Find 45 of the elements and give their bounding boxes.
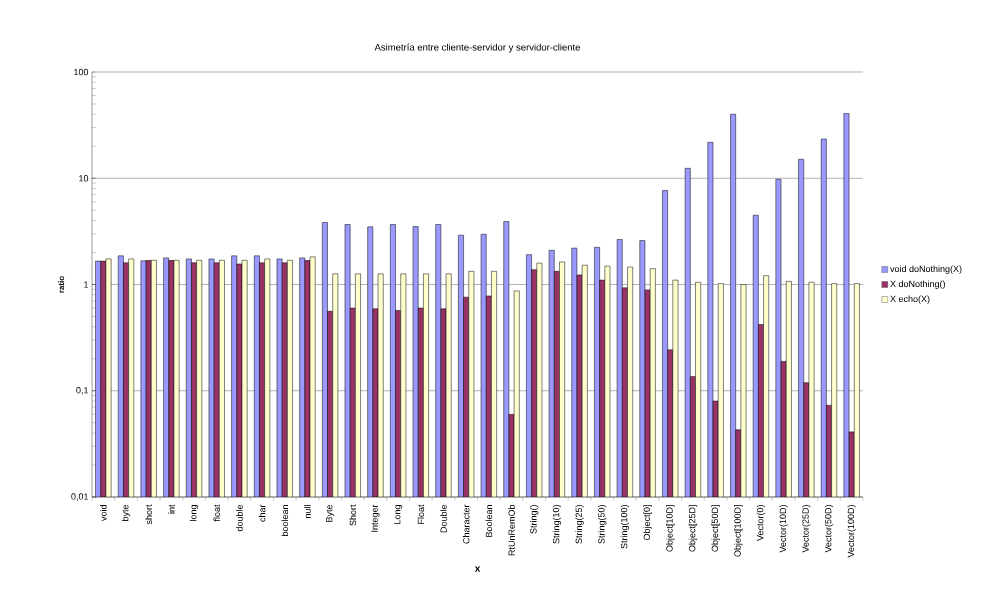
- x-tick-label: String(10): [552, 505, 562, 544]
- x-tick-label: long: [189, 505, 199, 521]
- x-tick-label: char: [258, 504, 266, 522]
- x-tick-label: boolean: [281, 505, 289, 536]
- x-tick-label: short: [145, 504, 152, 525]
- y-tick-label: 10: [79, 175, 89, 182]
- x-tick-label: Vector(25D): [802, 505, 811, 553]
- x-tick-label: float: [213, 504, 221, 522]
- legend-label: X doNothing(): [890, 280, 945, 289]
- x-tick-label: Object[25D]: [688, 505, 698, 552]
- x-tick-label: Vector(50D): [824, 505, 834, 553]
- x-tick-label: Object[10D]: [666, 505, 675, 552]
- x-tick-label: byte: [121, 504, 131, 521]
- y-tick-label: 0,01: [71, 493, 89, 501]
- x-tick-label: null: [304, 505, 311, 518]
- x-tick-label: Object[0]: [643, 505, 652, 541]
- x-tick-label: String(100): [620, 505, 630, 549]
- x-tick-label: RtUnRemOb: [508, 504, 515, 556]
- x-tick-label: int: [168, 504, 175, 514]
- x-tick-label: Object[50D]: [711, 505, 720, 552]
- y-axis-title: ratio: [58, 276, 65, 293]
- x-tick-label: double: [236, 504, 243, 532]
- x-tick-label: String(25): [575, 505, 584, 544]
- y-tick-label: 1: [84, 281, 89, 288]
- x-tick-label: void: [100, 505, 107, 521]
- x-tick-label: String(): [530, 505, 539, 534]
- y-tick-label: 100: [74, 68, 89, 76]
- x-tick-label: Object[100D]: [734, 505, 743, 557]
- x-tick-label: Double: [440, 504, 447, 533]
- legend-label: X echo(X): [890, 295, 930, 304]
- x-tick-label: Character: [462, 504, 470, 544]
- x-tick-label: Vector(10D): [779, 505, 788, 553]
- x-tick-label: Vector(100D): [847, 505, 856, 558]
- x-tick-label: Float: [417, 504, 425, 524]
- y-tick-label: 0,1: [76, 387, 89, 395]
- x-tick-label: Boolean: [485, 505, 493, 537]
- x-tick-label: Short: [349, 504, 357, 526]
- x-tick-label: Long: [394, 505, 403, 524]
- legend-label: void doNothing(X): [890, 265, 962, 274]
- x-tick-label: Vector(0): [756, 505, 766, 541]
- chart-title: Asimetría entre cliente-servidor y servidor-cliente: [374, 43, 580, 53]
- x-axis-title: x: [474, 566, 481, 572]
- x-tick-label: Byte: [326, 504, 335, 522]
- x-tick-label: Integer: [371, 504, 380, 532]
- x-tick-label: String(50): [598, 505, 607, 544]
